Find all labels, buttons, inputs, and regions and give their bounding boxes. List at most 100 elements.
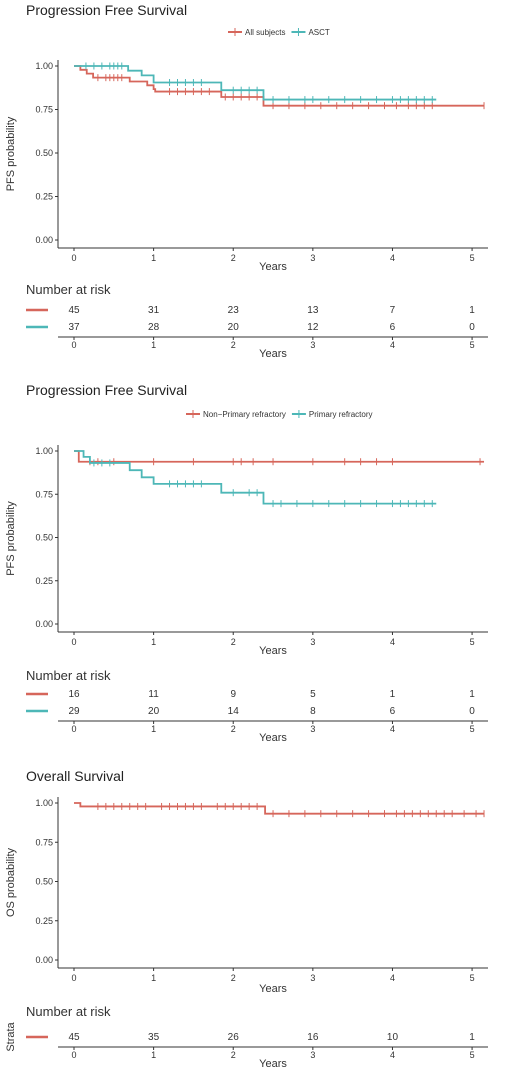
risk-table-title: Number at risk xyxy=(26,282,111,297)
risk-count: 1 xyxy=(390,689,396,700)
x-tick-label: 0 xyxy=(71,253,76,263)
risk-count: 45 xyxy=(68,1032,80,1043)
y-axis-label: PFS probability xyxy=(5,501,17,576)
risk-count: 37 xyxy=(68,322,80,333)
risk-count: 14 xyxy=(228,706,240,717)
x-tick-label: 2 xyxy=(231,253,236,263)
x-tick-label: 4 xyxy=(390,253,395,263)
risk-count: 45 xyxy=(68,305,80,316)
y-axis-label: OS probability xyxy=(5,847,17,917)
risk-count: 20 xyxy=(228,322,240,333)
y-tick-label: 0.25 xyxy=(35,576,53,586)
risk-count: 1 xyxy=(469,1032,475,1043)
risk-table-x-tick-label: 3 xyxy=(310,340,315,350)
y-tick-label: 1.00 xyxy=(35,798,53,808)
risk-count: 0 xyxy=(469,706,475,717)
y-tick-label: 0.75 xyxy=(35,837,53,847)
risk-count: 12 xyxy=(307,322,319,333)
y-tick-label: 0.25 xyxy=(35,916,53,926)
chart-title: Overall Survival xyxy=(26,768,125,784)
risk-count: 7 xyxy=(390,305,396,316)
risk-table-x-tick-label: 3 xyxy=(310,724,315,734)
risk-table-x-tick-label: 5 xyxy=(470,340,475,350)
legend-label-1: ASCT xyxy=(308,28,329,37)
x-tick-label: 5 xyxy=(470,637,475,647)
y-tick-label: 0.25 xyxy=(35,192,53,202)
risk-count: 26 xyxy=(228,1032,240,1043)
chart-panel-pfs-treatment: Progression Free Survival All subjects AS… xyxy=(0,0,520,370)
risk-count: 11 xyxy=(148,689,159,700)
risk-table-x-tick-label: 0 xyxy=(71,340,76,350)
y-tick-label: 1.00 xyxy=(35,446,53,456)
risk-table-x-tick-label: 3 xyxy=(310,1050,315,1060)
risk-table-strata-label: Strata xyxy=(5,1021,17,1051)
x-tick-label: 1 xyxy=(151,973,156,983)
risk-table-x-label: Years xyxy=(259,732,287,744)
risk-count: 16 xyxy=(307,1032,319,1043)
y-tick-label: 0.50 xyxy=(35,533,53,543)
risk-table-x-tick-label: 4 xyxy=(390,340,395,350)
risk-table-x-tick-label: 4 xyxy=(390,724,395,734)
series-line-0 xyxy=(74,450,485,463)
y-tick-label: 1.00 xyxy=(35,61,53,71)
x-tick-label: 3 xyxy=(310,637,315,647)
y-tick-label: 0.00 xyxy=(35,955,53,965)
risk-count: 8 xyxy=(310,706,316,717)
risk-count: 16 xyxy=(68,689,80,700)
risk-table-x-tick-label: 1 xyxy=(151,340,156,350)
x-tick-label: 3 xyxy=(310,253,315,263)
series-line-0 xyxy=(74,65,485,107)
risk-count: 28 xyxy=(148,322,160,333)
risk-count: 13 xyxy=(307,305,319,316)
x-axis-label: Years xyxy=(259,983,287,995)
x-axis-label: Years xyxy=(259,645,287,657)
y-tick-label: 0.00 xyxy=(35,619,53,629)
risk-table-x-tick-label: 2 xyxy=(231,1050,236,1060)
x-tick-label: 5 xyxy=(470,253,475,263)
risk-count: 6 xyxy=(390,706,396,717)
x-tick-label: 5 xyxy=(470,973,475,983)
y-tick-label: 0.50 xyxy=(35,148,53,158)
legend-label-0: All subjects xyxy=(245,28,285,37)
x-tick-label: 4 xyxy=(390,973,395,983)
risk-table-x-tick-label: 2 xyxy=(231,340,236,350)
y-tick-label: 0.00 xyxy=(35,235,53,245)
x-tick-label: 3 xyxy=(310,973,315,983)
risk-count: 0 xyxy=(469,322,475,333)
chart-panel-os: Overall Survival 0.00 0.25 0.50 0.75 1.00 0 1 2… xyxy=(0,750,520,1080)
y-tick-label: 0.75 xyxy=(35,105,53,115)
y-axis-label: PFS probability xyxy=(5,116,17,191)
risk-count: 5 xyxy=(310,689,316,700)
x-tick-label: 4 xyxy=(390,637,395,647)
chart-title: Progression Free Survival xyxy=(26,2,188,18)
risk-count: 10 xyxy=(387,1032,399,1043)
risk-table-x-label: Years xyxy=(259,348,287,360)
x-tick-label: 1 xyxy=(151,637,156,647)
x-tick-label: 0 xyxy=(71,973,76,983)
risk-table-x-tick-label: 5 xyxy=(470,724,475,734)
risk-table-x-tick-label: 5 xyxy=(470,1050,475,1060)
risk-table-x-tick-label: 1 xyxy=(151,724,156,734)
risk-count: 20 xyxy=(148,706,160,717)
risk-table-x-tick-label: 4 xyxy=(390,1050,395,1060)
series-line-1 xyxy=(74,65,437,101)
risk-table-x-label: Years xyxy=(259,1058,287,1070)
risk-table-x-tick-label: 2 xyxy=(231,724,236,734)
km-plot-svg: Non−Primary refractory Primary refractory… xyxy=(5,410,488,744)
risk-table-x-tick-label: 0 xyxy=(71,724,76,734)
x-tick-label: 2 xyxy=(231,637,236,647)
risk-table-title: Number at risk xyxy=(26,1004,111,1019)
x-tick-label: 0 xyxy=(71,637,76,647)
y-tick-label: 0.50 xyxy=(35,877,53,887)
y-tick-label: 0.75 xyxy=(35,489,53,499)
risk-table-title: Number at risk xyxy=(26,668,111,683)
risk-table-x-tick-label: 1 xyxy=(151,1050,156,1060)
risk-count: 6 xyxy=(390,322,396,333)
risk-count: 31 xyxy=(148,305,160,316)
legend-label-0: Non−Primary refractory xyxy=(203,410,286,419)
series-line-0 xyxy=(74,802,485,815)
chart-panel-pfs-refractory: Progression Free Survival Non−Primary re… xyxy=(0,370,520,750)
x-tick-label: 2 xyxy=(231,973,236,983)
